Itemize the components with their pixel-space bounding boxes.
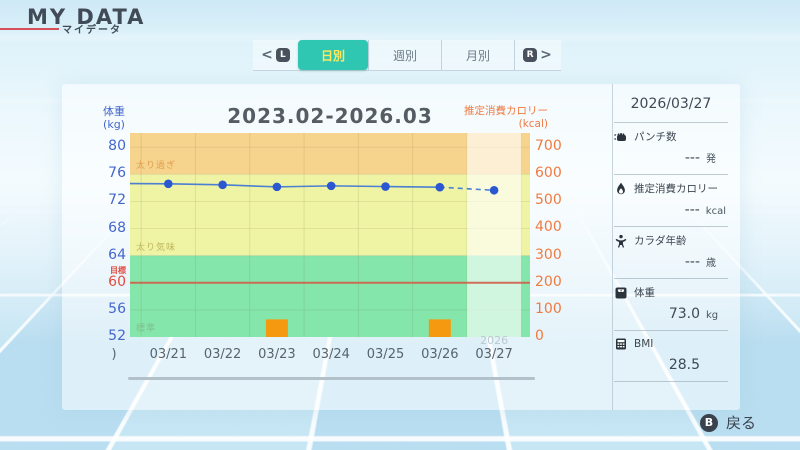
app-title: MY DATA (27, 5, 146, 29)
right-axis-tick: 100 (535, 300, 562, 317)
back-label: 戻る (726, 414, 757, 432)
goal-label: 目標 (110, 265, 126, 275)
x-axis-label: 03/23 (258, 347, 296, 362)
left-axis-unit: (kg) (103, 117, 125, 131)
chevron-left-icon: < (261, 47, 273, 63)
right-axis-tick: 200 (535, 273, 562, 290)
right-axis-tick: 0 (535, 328, 544, 344)
body-age-icon (614, 234, 628, 248)
left-axis-tick: 64 (108, 246, 126, 263)
x-axis-label: 03/21 (149, 347, 188, 362)
stat-value: --- (684, 254, 700, 270)
stat-row-bmi: BMI 28.5 (614, 331, 728, 382)
stat-unit: kg (706, 310, 719, 321)
chart-svg (109, 133, 530, 337)
stat-row-body-age: カラダ年齢 --- 歳 (614, 227, 728, 279)
tab-daily[interactable]: 日別 (298, 40, 368, 70)
l-button-icon: L (275, 48, 290, 62)
daily-stats-panel: 2026/03/27 パンチ数 --- 発 推定消費カロリー --- kcal (614, 90, 728, 382)
x-axis-label: ) (111, 347, 117, 362)
back-button[interactable]: B 戻る (700, 412, 756, 433)
stat-unit: 歳 (706, 258, 716, 269)
stat-value: --- (684, 202, 700, 218)
selected-date: 2026/03/27 (614, 90, 728, 123)
zone-label: 標準 (136, 324, 157, 334)
panel-divider (612, 84, 613, 410)
right-axis-unit: (kcal) (518, 117, 548, 130)
stat-label: 推定消費カロリー (634, 183, 718, 195)
left-axis-tick: 60 (108, 273, 126, 290)
left-axis-tick: 76 (108, 165, 126, 182)
left-axis-title: 体重 (kg) (92, 105, 136, 131)
stat-row-punches: パンチ数 --- 発 (614, 123, 728, 175)
right-axis-tick: 700 (535, 138, 562, 155)
logo-underline (0, 28, 59, 30)
left-axis-tick: 80 (108, 138, 126, 155)
punch-icon (614, 130, 628, 144)
right-axis-tick: 600 (535, 165, 562, 182)
x-axis-year-label: 2026 (480, 334, 509, 347)
stat-row-weight: 体重 73.0 kg (614, 279, 728, 331)
stat-value: 73.0 (668, 306, 700, 322)
stat-unit: kcal (705, 206, 726, 217)
right-axis-title: 推定消費カロリー (kcal) (452, 105, 548, 130)
stat-unit: 発 (706, 154, 716, 165)
left-axis-tick: 72 (108, 192, 126, 209)
x-axis-label: 03/26 (421, 347, 459, 362)
weight-scale-icon (614, 286, 628, 300)
x-axis-label: 03/25 (366, 347, 405, 362)
weight-chart-plot (109, 133, 530, 337)
chart-date-range-title: 2023.02-2026.03 (227, 104, 433, 128)
zone-label: 太り気味 (136, 242, 177, 253)
light-streak (0, 30, 800, 44)
right-axis-name: 推定消費カロリー (464, 105, 548, 117)
next-period-button[interactable]: R > (514, 40, 560, 70)
stat-row-calories: 推定消費カロリー --- kcal (614, 175, 728, 227)
chevron-right-icon: > (540, 47, 552, 63)
right-axis-tick: 400 (535, 219, 562, 236)
x-axis-label: 03/27 (475, 347, 513, 362)
left-axis-name: 体重 (103, 105, 125, 118)
b-button-icon: B (700, 413, 718, 432)
app-subtitle: マイデータ (62, 25, 122, 36)
bmi-calculator-icon (614, 337, 628, 351)
zone-label: 太り過ぎ (136, 161, 177, 172)
left-axis-tick: 56 (108, 300, 126, 317)
left-axis-tick: 68 (108, 219, 126, 236)
stat-label: カラダ年齢 (634, 235, 687, 247)
stat-label: BMI (634, 338, 654, 350)
left-axis-tick: 52 (108, 328, 126, 344)
stat-value: --- (684, 150, 700, 166)
x-axis-label: 03/22 (203, 347, 242, 362)
stat-value: 28.5 (668, 357, 700, 373)
right-axis-tick: 300 (535, 246, 562, 263)
tab-weekly[interactable]: 週別 (368, 40, 441, 70)
stat-label: 体重 (634, 287, 655, 299)
stat-label: パンチ数 (634, 131, 677, 143)
prev-period-button[interactable]: < L (253, 40, 298, 70)
r-button-icon: R (523, 48, 538, 62)
chart-scrollbar[interactable] (128, 377, 535, 380)
flame-icon (614, 182, 628, 196)
right-axis-tick: 500 (535, 192, 562, 209)
tab-monthly[interactable]: 月別 (441, 40, 514, 70)
period-tab-bar: < L 日別 週別 月別 R > (253, 40, 561, 71)
x-axis-label: 03/24 (312, 347, 350, 362)
